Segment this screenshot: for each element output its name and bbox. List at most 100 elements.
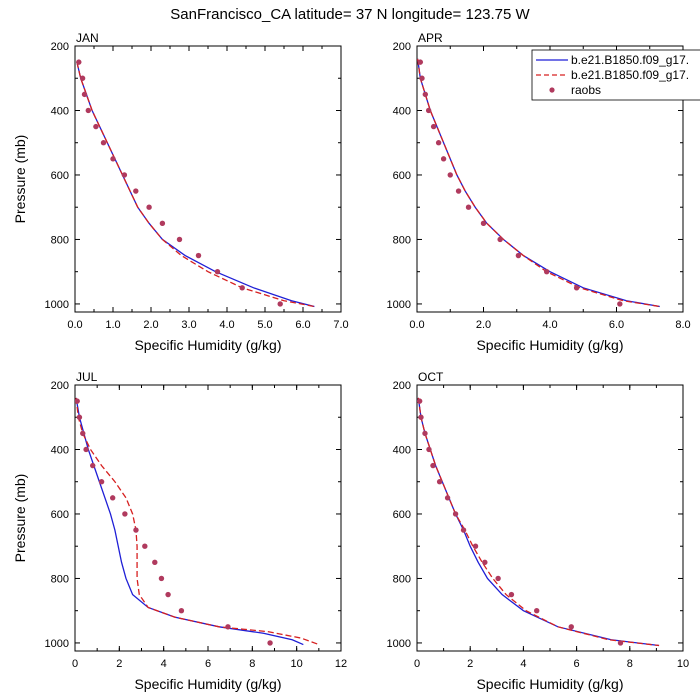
legend-label-model2: b.e21.B1850.f09_g17. [571, 68, 689, 82]
panel-jul: JUL 0 2 4 6 8 10 12 200 400 600 800 1000 Specific Hum… [12, 370, 347, 692]
jan-model2-line [76, 61, 315, 308]
apr-xtick-label: 8.0 [675, 319, 690, 331]
oct-model1-line [417, 397, 660, 647]
apr-x-axis-title: Specific Humidity (g/kg) [476, 337, 623, 353]
apr-raobs-point [455, 188, 462, 194]
jan-raobs-point [93, 123, 99, 130]
oct-raobs-point [508, 591, 515, 598]
jul-raobs-point [83, 446, 89, 453]
apr-raobs-point [425, 107, 432, 114]
apr-raobs-point [480, 220, 487, 227]
jan-ytick-label: 200 [51, 41, 69, 53]
apr-raobs-point [543, 268, 550, 275]
jan-ytick-label: 800 [51, 234, 69, 246]
oct-raobs-point [426, 446, 432, 453]
apr-raobs-point [440, 156, 447, 162]
jan-ytick-label: 400 [51, 105, 69, 117]
jul-ytick-label: 800 [51, 573, 69, 585]
legend: b.e21.B1850.f09_g17. b.e21.B1850.f09_g17… [531, 49, 700, 101]
oct-raobs-point [452, 511, 459, 517]
apr-raobs-point [422, 91, 429, 98]
oct-ytick-label: 400 [393, 444, 411, 456]
jul-raobs-point [109, 495, 116, 501]
main-title: SanFrancisco_CA latitude= 37 N longitude… [170, 6, 530, 23]
jan-model1-line [76, 61, 315, 308]
apr-raobs-point [435, 140, 442, 146]
apr-ytick-label: 800 [393, 234, 411, 246]
oct-raobs-point [568, 624, 574, 630]
apr-panel-title: APR [418, 31, 443, 45]
jul-ytick-label: 600 [51, 509, 69, 521]
jan-raobs-point [76, 59, 82, 65]
oct-xtick-label: 2 [467, 658, 473, 670]
jan-raobs-point [110, 156, 116, 162]
oct-raobs-point [417, 398, 423, 404]
apr-raobs-point [515, 252, 522, 259]
jan-raobs-point [100, 140, 107, 146]
jul-ytick-label: 200 [51, 380, 69, 392]
jul-xtick-label: 8 [249, 658, 255, 670]
panel-oct: OCT 0 2 4 6 8 10 200 400 600 800 1000 Specific Humid… [387, 370, 690, 692]
oct-raobs-point [472, 543, 479, 549]
oct-model2-line [417, 397, 660, 647]
apr-raobs-point [430, 123, 437, 130]
jul-raobs-point [165, 591, 171, 598]
jan-y-axis-title: Pressure (mb) [12, 135, 28, 224]
jan-xtick-label: 3.0 [181, 319, 196, 331]
oct-raobs-point [482, 559, 488, 566]
apr-raobs-point [447, 172, 453, 178]
apr-ytick-label: 1000 [387, 299, 411, 311]
jul-raobs-point [90, 462, 96, 469]
apr-ytick-label: 400 [393, 105, 411, 117]
jul-ytick-label: 1000 [45, 638, 69, 650]
jan-panel-title: JAN [76, 31, 99, 45]
jan-raobs-point [176, 236, 183, 243]
jan-xtick-label: 2.0 [143, 319, 158, 331]
oct-panel-title: OCT [418, 370, 444, 384]
apr-xtick-label: 0.0 [409, 319, 424, 331]
jan-xtick-label: 4.0 [219, 319, 234, 331]
oct-raobs-point [430, 462, 436, 469]
jul-x-axis-title: Specific Humidity (g/kg) [134, 676, 281, 692]
oct-raobs-point [418, 414, 424, 420]
jul-raobs-point [75, 398, 80, 404]
jul-xtick-label: 10 [291, 658, 303, 670]
apr-ytick-label: 200 [393, 41, 411, 53]
oct-ytick-label: 600 [393, 509, 411, 521]
jul-xtick-label: 4 [161, 658, 167, 670]
jul-y-axis-title: Pressure (mb) [12, 474, 28, 563]
jul-ytick-label: 400 [51, 444, 69, 456]
oct-raobs-point [422, 430, 428, 437]
jul-model2-line [75, 397, 320, 646]
oct-xtick-label: 8 [627, 658, 633, 670]
apr-raobs-point [465, 204, 472, 210]
jan-raobs-point [239, 285, 245, 291]
jul-plot-frame [74, 384, 342, 652]
jan-xtick-label: 0.0 [67, 319, 82, 331]
jan-raobs-point [277, 301, 283, 307]
jul-raobs-point [122, 511, 128, 517]
oct-raobs-point [444, 495, 451, 501]
oct-xtick-label: 6 [574, 658, 580, 670]
jan-raobs-point [214, 268, 221, 275]
jul-raobs-point [158, 575, 165, 582]
jan-x-axis-title: Specific Humidity (g/kg) [134, 337, 281, 353]
jul-xtick-label: 12 [335, 658, 347, 670]
jul-model1-line [75, 397, 304, 646]
panel-jan: JAN 0.0 1.0 2.0 3.0 4.0 5.0 6.0 7.0 200 400 600 800 1… [12, 31, 349, 353]
oct-ytick-label: 200 [393, 380, 411, 392]
jul-raobs-point [76, 414, 83, 420]
jan-raobs-point [79, 75, 86, 81]
apr-xtick-label: 4.0 [542, 319, 557, 331]
jan-raobs-point [159, 220, 166, 227]
jul-xtick-label: 2 [116, 658, 122, 670]
apr-raobs-point [497, 236, 503, 243]
jul-raobs-point [133, 527, 139, 533]
jul-raobs-point [80, 430, 86, 437]
jul-raobs-point [98, 479, 105, 485]
jan-xtick-label: 6.0 [295, 319, 310, 331]
oct-x-axis-title: Specific Humidity (g/kg) [476, 676, 623, 692]
apr-raobs-point [617, 301, 623, 307]
apr-xtick-label: 6.0 [609, 319, 624, 331]
panel-apr: APR 0.0 2.0 4.0 6.0 8.0 200 400 600 800 1000 Specif… [387, 31, 691, 353]
